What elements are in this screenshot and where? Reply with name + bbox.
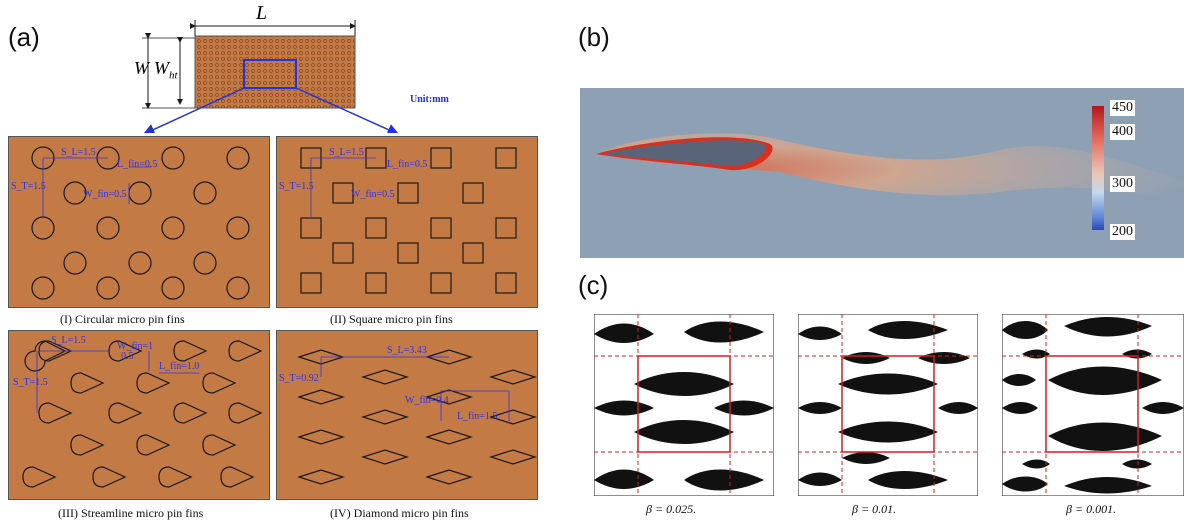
beta-label-3: β = 0.001. — [1066, 502, 1117, 516]
width-label: W — [134, 58, 149, 78]
svg-text:S_T=1.5: S_T=1.5 — [13, 377, 48, 388]
panel-label-b: (b) — [578, 22, 610, 52]
unit-label: Unit:mm — [410, 94, 449, 105]
diamond-fin-panel: S_L=3.43 S_T=0.92 W_fin=0.4 L_fin=1.5 — [276, 330, 538, 500]
svg-text:W_fin=0.4: W_fin=0.4 — [405, 395, 449, 406]
heat-sink-schematic — [142, 20, 400, 133]
svg-text:S_T=0.92: S_T=0.92 — [279, 373, 319, 384]
colorbar-tick-450: 450 — [1110, 100, 1135, 116]
heated-width-label: Wht — [154, 58, 178, 82]
caption-diamond: (IV) Diamond micro pin fins — [330, 506, 469, 520]
zoom-box — [243, 59, 297, 89]
topology-beta-0025 — [594, 314, 774, 496]
caption-square: (II) Square micro pin fins — [330, 312, 453, 326]
svg-text:S_L=3.43: S_L=3.43 — [387, 345, 427, 356]
svg-text:S_L=1.5: S_L=1.5 — [51, 335, 86, 346]
svg-text:S_L=1.5: S_L=1.5 — [329, 147, 364, 158]
temperature-field: 450 400 300 200 — [580, 88, 1184, 258]
panel-label-c: (c) — [578, 270, 609, 300]
square-fin-panel: S_L=1.5 S_T=1.5 L_fin=0.5 W_fin=0.5 — [276, 136, 538, 308]
circular-fin-panel: S_L=1.5 S_T=1.5 L_fin=0.5 W_fin=0.5 — [8, 136, 270, 308]
colorbar-tick-200: 200 — [1110, 224, 1135, 240]
svg-text:L_fin=0.5: L_fin=0.5 — [387, 159, 427, 170]
svg-text:S_T=1.5: S_T=1.5 — [279, 181, 314, 192]
topology-beta-0001 — [1002, 314, 1184, 496]
topology-beta-001 — [798, 314, 978, 496]
dim-sl: S_L=1.5 — [61, 147, 96, 158]
length-label: L — [256, 2, 268, 24]
dim-lfin: L_fin=0.5 — [117, 159, 157, 170]
svg-text:0.5: 0.5 — [121, 351, 134, 362]
svg-text:L_fin=1.5: L_fin=1.5 — [457, 411, 497, 422]
caption-circular: (I) Circular micro pin fins — [60, 312, 185, 326]
streamline-fin-panel: S_L=1.5 S_T=1.5 W_fin=1 0.5 L_fin=1.0 — [8, 330, 270, 500]
svg-text:W_fin=1: W_fin=1 — [117, 341, 153, 352]
beta-label-2: β = 0.01. — [852, 502, 897, 516]
svg-text:W_fin=0.5: W_fin=0.5 — [351, 189, 395, 200]
dim-st: S_T=1.5 — [11, 181, 46, 192]
panel-label-a: (a) — [8, 22, 40, 52]
colorbar-tick-300: 300 — [1110, 176, 1135, 192]
caption-streamline: (III) Streamline micro pin fins — [58, 506, 204, 520]
colorbar-tick-400: 400 — [1110, 124, 1135, 140]
beta-label-1: β = 0.025. — [646, 502, 697, 516]
colorbar — [1092, 106, 1104, 230]
dim-wfin: W_fin=0.5 — [83, 189, 127, 200]
svg-text:L_fin=1.0: L_fin=1.0 — [159, 361, 199, 372]
